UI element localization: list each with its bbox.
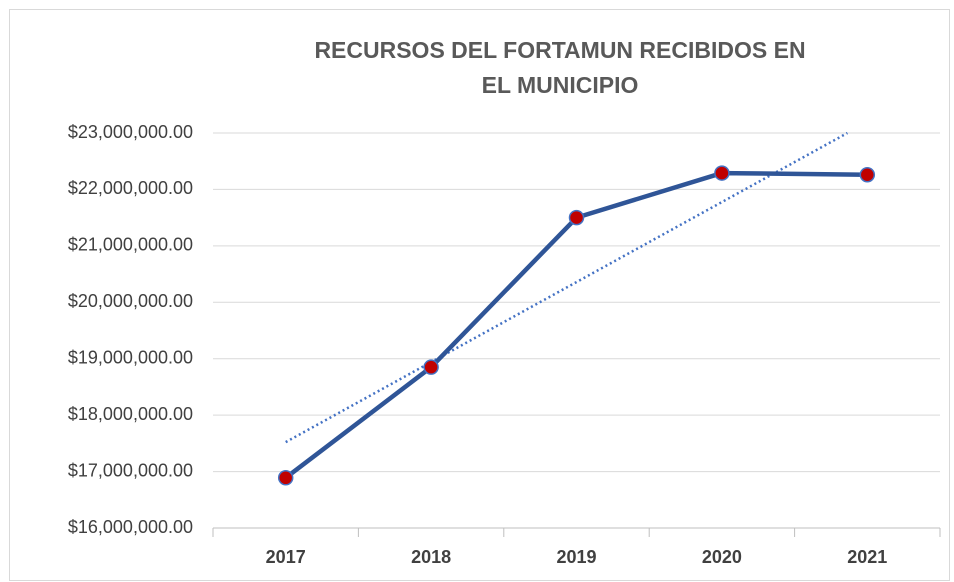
y-tick-label: $19,000,000.00 (68, 347, 193, 367)
chart-title: RECURSOS DEL FORTAMUN RECIBIDOS EN EL MU… (314, 37, 806, 98)
y-tick-label: $23,000,000.00 (68, 122, 193, 142)
x-tick-label: 2017 (266, 547, 306, 567)
y-tick-label: $22,000,000.00 (68, 178, 193, 198)
y-tick-label: $18,000,000.00 (68, 404, 193, 424)
data-point (568, 209, 585, 226)
trendline (285, 131, 849, 444)
x-tick-label: 2018 (411, 547, 451, 567)
data-point (277, 470, 294, 486)
y-tick-label: $21,000,000.00 (68, 235, 193, 255)
chart-border (9, 9, 950, 581)
data-point (714, 165, 730, 181)
x-tick-label: 2021 (847, 547, 887, 567)
y-tick-label: $16,000,000.00 (68, 517, 193, 537)
x-tick-label: 2019 (556, 547, 596, 567)
y-tick-label: $17,000,000.00 (68, 460, 193, 480)
x-tick-label: 2020 (702, 547, 742, 567)
data-point (423, 359, 439, 375)
data-point (859, 167, 876, 183)
y-tick-label: $20,000,000.00 (68, 291, 193, 311)
